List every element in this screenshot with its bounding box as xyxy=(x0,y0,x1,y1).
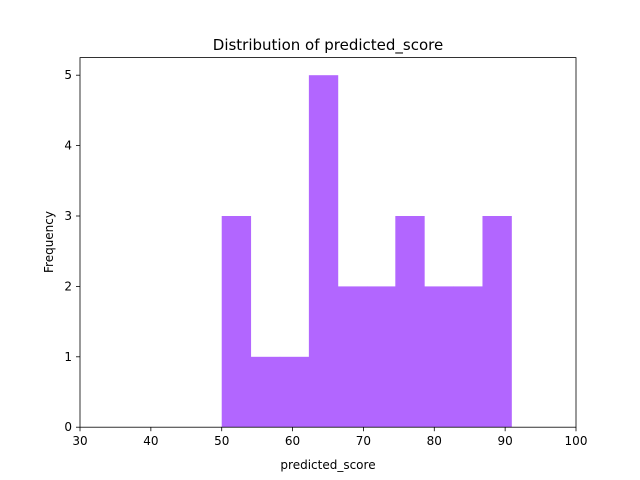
y-tick-label-4: 4 xyxy=(64,139,72,153)
histogram-bar-5 xyxy=(366,286,396,428)
x-tick-label-4: 70 xyxy=(356,434,371,448)
chart-title: Distribution of predicted_score xyxy=(213,36,443,55)
histogram-bar-3 xyxy=(308,75,339,428)
y-tick-label-5: 5 xyxy=(64,68,72,82)
x-tick-label-7: 100 xyxy=(565,434,588,448)
x-axis-label: predicted_score xyxy=(280,458,375,472)
x-tick-label-1: 40 xyxy=(143,434,158,448)
histogram-bar-4 xyxy=(337,286,368,428)
x-tick-label-3: 60 xyxy=(285,434,300,448)
x-tick-label-2: 50 xyxy=(214,434,229,448)
histogram-bar-6 xyxy=(395,216,425,428)
y-tick-label-3: 3 xyxy=(64,209,72,223)
histogram-bar-2 xyxy=(279,356,310,428)
histogram-bar-1 xyxy=(250,356,281,428)
bars-group xyxy=(221,75,512,428)
histogram-bar-8 xyxy=(453,286,483,428)
y-tick-label-2: 2 xyxy=(64,279,72,293)
y-tick-label-1: 1 xyxy=(64,350,72,364)
histogram-bar-7 xyxy=(424,286,454,428)
x-tick-label-6: 90 xyxy=(498,434,513,448)
x-tick-label-0: 30 xyxy=(72,434,87,448)
x-axis: 30 40 50 60 70 80 90 100 xyxy=(72,427,587,448)
plot-frame xyxy=(79,57,577,428)
histogram-bar-0 xyxy=(221,216,252,428)
y-axis: 0 1 2 3 4 5 xyxy=(64,68,80,434)
y-axis-label: Frequency xyxy=(42,211,56,273)
histogram-bar-9 xyxy=(482,216,512,428)
x-tick-label-5: 80 xyxy=(427,434,442,448)
y-tick-label-0: 0 xyxy=(64,420,72,434)
